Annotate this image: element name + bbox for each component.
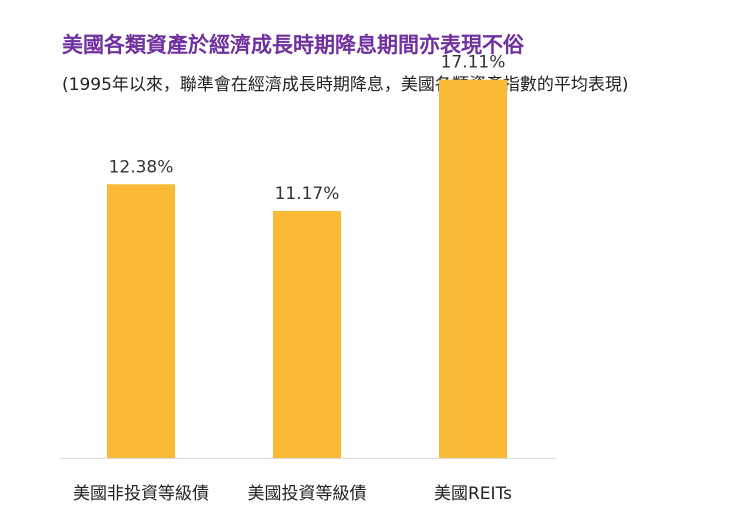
category-label-3: 美國REITs: [434, 484, 512, 504]
bar-1: [107, 184, 175, 458]
data-label-2: 11.17%: [275, 184, 340, 204]
bar-2: [273, 211, 341, 458]
category-label-2: 美國投資等級債: [248, 484, 367, 504]
data-label-3: 17.11%: [441, 53, 506, 73]
category-label-1: 美國非投資等級債: [73, 484, 209, 504]
data-label-1: 12.38%: [109, 157, 174, 177]
bar-3: [439, 79, 507, 458]
chart-title: 美國各類資產於經濟成長時期降息期間亦表現不俗: [62, 33, 524, 57]
